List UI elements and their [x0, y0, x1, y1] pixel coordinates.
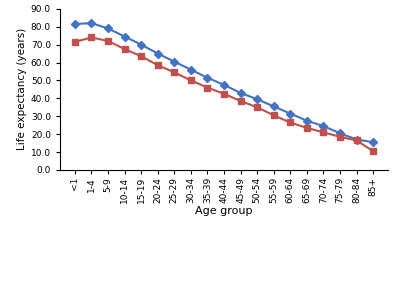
Overall [255, 105, 260, 109]
Without infectious diseases [321, 124, 326, 128]
Without infectious diseases [304, 119, 309, 122]
Overall [304, 126, 309, 130]
Overall [89, 36, 94, 39]
Overall [371, 149, 376, 153]
Overall [205, 86, 210, 89]
Without infectious diseases [89, 21, 94, 25]
Overall [122, 47, 127, 51]
Without infectious diseases [72, 22, 77, 26]
Overall [271, 114, 276, 117]
Without infectious diseases [271, 105, 276, 108]
Y-axis label: Life expectancy (years): Life expectancy (years) [17, 28, 27, 151]
Line: Overall: Overall [72, 35, 376, 154]
X-axis label: Age group: Age group [195, 206, 253, 216]
Without infectious diseases [155, 52, 160, 55]
Overall [188, 79, 193, 82]
Overall [155, 64, 160, 67]
Without infectious diseases [371, 140, 376, 144]
Without infectious diseases [338, 132, 342, 135]
Legend: Without infectious diseases, Overall: Without infectious diseases, Overall [90, 291, 358, 293]
Without infectious diseases [354, 138, 359, 141]
Overall [139, 54, 144, 58]
Without infectious diseases [139, 43, 144, 46]
Without infectious diseases [205, 76, 210, 79]
Overall [222, 92, 226, 96]
Without infectious diseases [222, 83, 226, 87]
Line: Without infectious diseases: Without infectious diseases [72, 20, 376, 145]
Without infectious diseases [288, 112, 293, 115]
Overall [288, 121, 293, 124]
Overall [321, 131, 326, 134]
Overall [238, 99, 243, 103]
Overall [72, 40, 77, 44]
Without infectious diseases [172, 60, 177, 63]
Overall [106, 39, 110, 43]
Without infectious diseases [255, 98, 260, 101]
Without infectious diseases [238, 91, 243, 95]
Overall [172, 71, 177, 74]
Without infectious diseases [122, 35, 127, 38]
Without infectious diseases [188, 68, 193, 71]
Overall [338, 135, 342, 139]
Overall [354, 139, 359, 142]
Without infectious diseases [106, 27, 110, 30]
